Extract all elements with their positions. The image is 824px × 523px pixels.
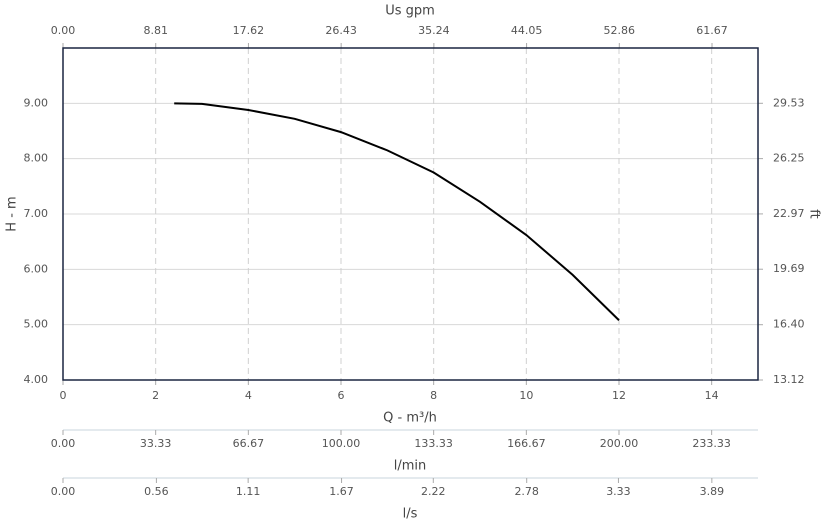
x2-axis-title: Us gpm — [385, 4, 435, 19]
extra-axis-tick-label: 3.89 — [700, 485, 725, 498]
extra-axis-tick-label: 133.33 — [414, 437, 453, 450]
extra-axis-title: l/s — [403, 507, 418, 522]
x2-tick-label: 52.86 — [604, 24, 636, 37]
plot-border — [62, 47, 759, 381]
extra-axis-tick-label: 233.33 — [692, 437, 731, 450]
extra-axis-title: l/min — [394, 459, 427, 474]
x2-tick-label: 0.00 — [51, 24, 76, 37]
extra-axis-tick-label: 1.67 — [329, 485, 354, 498]
extra-axis-tick-label: 0.00 — [51, 485, 76, 498]
x-tick-label: 4 — [245, 389, 252, 402]
y-tick-label: 9.00 — [24, 96, 49, 109]
x-axis-title: Q - m³/h — [383, 411, 437, 426]
extra-axis-tick-label: 33.33 — [140, 437, 172, 450]
x-tick-label: 12 — [612, 389, 626, 402]
y2-tick-label: 19.69 — [773, 262, 805, 275]
extra-axis-tick-label: 66.67 — [233, 437, 265, 450]
extra-axis-tick-label: 200.00 — [600, 437, 639, 450]
y2-tick-label: 13.12 — [773, 373, 805, 386]
x-tick-label: 0 — [60, 389, 67, 402]
x-tick-label: 14 — [705, 389, 719, 402]
x-tick-label: 2 — [152, 389, 159, 402]
y2-axis-title: ft — [807, 209, 822, 218]
extra-axis-tick-label: 3.33 — [606, 485, 631, 498]
y-axis-title: H - m — [5, 196, 20, 231]
y2-tick-label: 26.25 — [773, 152, 805, 165]
y-tick-label: 6.00 — [24, 262, 49, 275]
x2-tick-label: 17.62 — [233, 24, 265, 37]
curve — [174, 102, 620, 321]
x2-tick-label: 61.67 — [696, 24, 728, 37]
x-tick-label: 8 — [430, 389, 437, 402]
x-tick-label: 10 — [519, 389, 533, 402]
x-tick-label: 6 — [338, 389, 345, 402]
x2-tick-label: 26.43 — [325, 24, 357, 37]
extra-axis-tick-label: 166.67 — [507, 437, 546, 450]
y2-tick-label: 29.53 — [773, 96, 805, 109]
extra-axis-tick-label: 100.00 — [322, 437, 361, 450]
y2-tick-label: 16.40 — [773, 318, 805, 331]
y-tick-label: 4.00 — [24, 373, 49, 386]
y-tick-label: 5.00 — [24, 318, 49, 331]
extra-axis-tick-label: 1.11 — [236, 485, 261, 498]
extra-axis-tick-label: 0.00 — [51, 437, 76, 450]
extra-axis-tick-label: 0.56 — [144, 485, 169, 498]
y-tick-label: 8.00 — [24, 152, 49, 165]
y-tick-label: 7.00 — [24, 207, 49, 220]
x2-tick-label: 44.05 — [511, 24, 543, 37]
x2-tick-label: 35.24 — [418, 24, 450, 37]
extra-axis-tick-label: 2.22 — [421, 485, 446, 498]
x2-tick-label: 8.81 — [143, 24, 168, 37]
y2-tick-label: 22.97 — [773, 207, 805, 220]
extra-axis-tick-label: 2.78 — [514, 485, 539, 498]
